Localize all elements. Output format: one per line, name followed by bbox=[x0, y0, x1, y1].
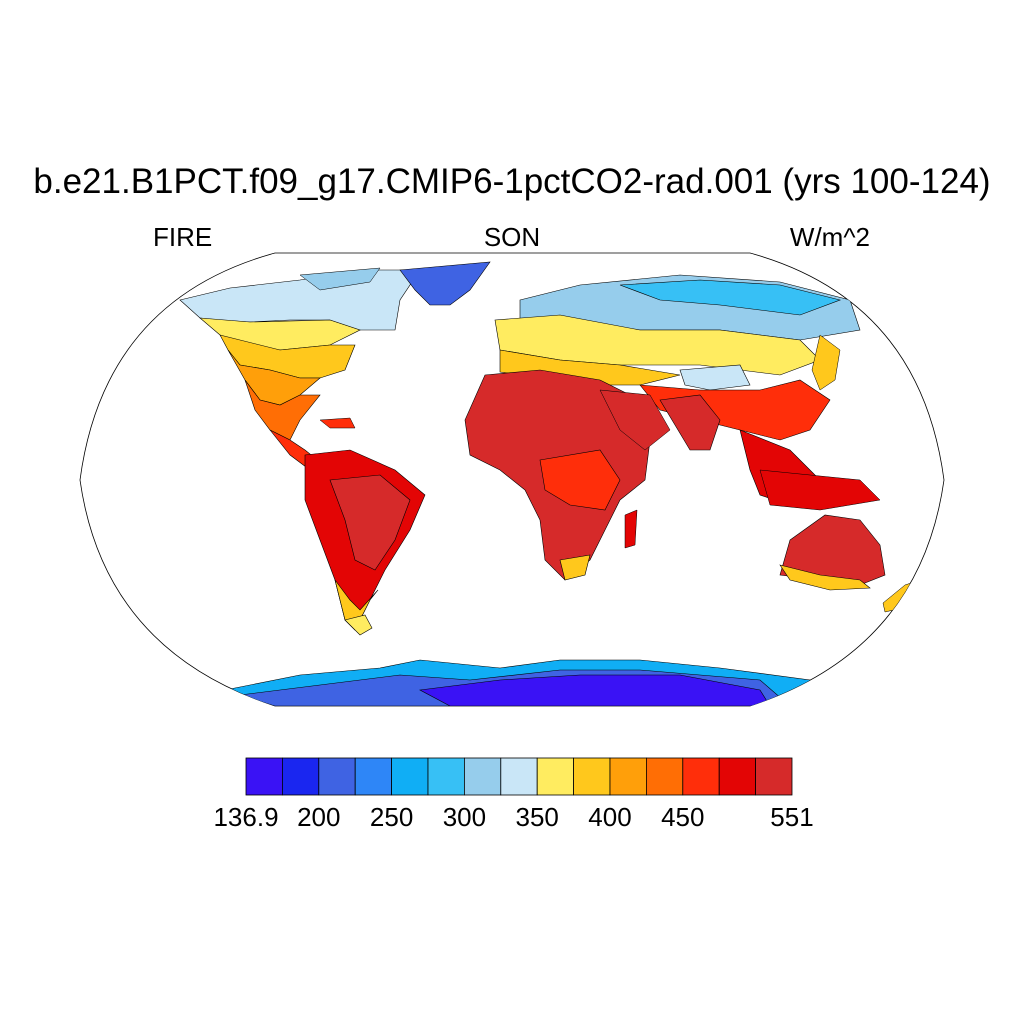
caribbean bbox=[319, 417, 356, 429]
arctic-islands bbox=[299, 267, 381, 291]
colorbar-swatch bbox=[536, 757, 575, 796]
colorbar-swatch bbox=[318, 757, 356, 796]
colorbar-swatch bbox=[755, 757, 793, 796]
australia bbox=[779, 514, 886, 591]
season-label: SON bbox=[483, 222, 541, 252]
colorbar-tick-label: 300 bbox=[442, 802, 487, 832]
eurasia bbox=[494, 274, 861, 506]
colorbar-swatch bbox=[427, 757, 465, 796]
colorbar-tick-label: 250 bbox=[369, 802, 414, 832]
colorbar-tick-label: 551 bbox=[770, 802, 814, 832]
africa bbox=[464, 369, 651, 581]
japan bbox=[811, 334, 841, 391]
arabia bbox=[599, 389, 671, 451]
colorbar-tick-label: 450 bbox=[661, 802, 705, 832]
antarctica bbox=[223, 659, 811, 706]
colorbar-tick-label: 350 bbox=[515, 802, 559, 832]
colorbar-swatch bbox=[682, 757, 720, 796]
colorbar-swatch bbox=[463, 757, 502, 796]
colorbar-swatch bbox=[718, 757, 757, 796]
colorbar-swatch bbox=[573, 757, 611, 796]
colorbar-tick-label: 200 bbox=[297, 802, 341, 832]
madagascar bbox=[624, 509, 638, 549]
colorbar-swatch bbox=[281, 757, 320, 796]
variable-label: FIRE bbox=[153, 222, 213, 252]
indonesia bbox=[759, 469, 881, 511]
colorbar-swatch bbox=[245, 757, 283, 796]
colorbar-tick-label: 136.9 bbox=[213, 802, 279, 832]
colorbar-swatch bbox=[646, 757, 684, 796]
colorbar-swatch bbox=[609, 757, 647, 796]
plot-title: b.e21.B1PCT.f09_g17.CMIP6-1pctCO2-rad.00… bbox=[33, 162, 991, 201]
colorbar-swatch bbox=[500, 757, 538, 796]
south-america bbox=[304, 449, 426, 636]
greenland bbox=[399, 261, 491, 306]
units-label: W/m^2 bbox=[789, 222, 870, 252]
colorbar-swatch bbox=[354, 757, 393, 796]
colorbar-tick-label: 400 bbox=[588, 802, 632, 832]
colorbar-swatch bbox=[391, 757, 429, 796]
